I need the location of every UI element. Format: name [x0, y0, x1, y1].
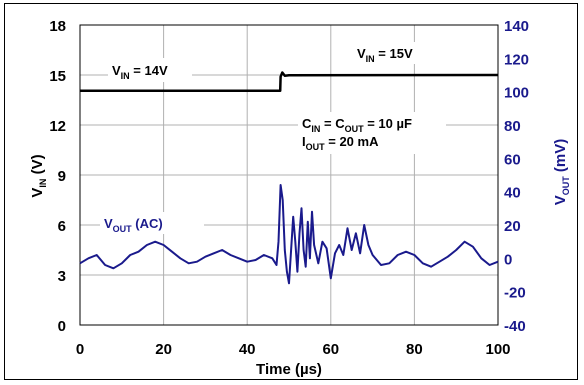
y-left-title-sub: IN [38, 179, 48, 188]
x-tick-label: 20 [155, 341, 172, 358]
y-right-tick-label: 80 [504, 118, 521, 135]
x-tick-label: 0 [76, 341, 84, 358]
x-tick-label: 100 [485, 341, 510, 358]
y-left-tick-label: 3 [58, 268, 66, 285]
x-tick-label: 40 [239, 341, 256, 358]
tick-labels: 0 20 40 60 80 100 0 3 6 9 12 15 18 -40 -20 0 20 40 60 80 100… [49, 18, 529, 358]
y-left-tick-label: 12 [49, 118, 66, 135]
y-left-tick-label: 0 [58, 318, 66, 335]
series-group [79, 71, 499, 285]
vin-series-line [80, 71, 499, 93]
params-bg [298, 112, 446, 154]
y-right-tick-label: 20 [504, 218, 521, 235]
vin-after-bg [353, 42, 433, 64]
vin-after-label: VIN = 15V [357, 46, 413, 64]
vin-before-bg [108, 58, 192, 82]
y-right-tick-label: -40 [504, 318, 526, 335]
vout-label-bg [100, 212, 204, 234]
capacitance-label: CIN = COUT = 10 µF [302, 116, 412, 134]
annotations: VIN = 14V VIN = 15V CIN = COUT = 10 µF I… [100, 42, 446, 234]
y-left-tick-label: 6 [58, 218, 66, 235]
x-tick-label: 80 [406, 341, 423, 358]
y-right-title-rest: (mV) [552, 139, 569, 177]
y-left-tick-label: 15 [49, 68, 66, 85]
y-right-tick-label: 140 [504, 18, 529, 35]
y-right-title-main: V [552, 195, 569, 205]
y-right-tick-label: 100 [504, 85, 529, 102]
y-right-title-sub: OUT [561, 176, 571, 196]
x-axis-title: Time (µs) [256, 361, 322, 378]
y-left-title-rest: (V) [29, 154, 46, 178]
y-right-tick-label: 40 [504, 185, 521, 202]
vout-ac-label: VOUT (AC) [104, 216, 163, 234]
y-right-axis-title: VOUT (mV) [552, 139, 571, 206]
y-left-tick-label: 18 [49, 18, 66, 35]
chart-frame [4, 3, 578, 380]
iout-label: IOUT = 20 mA [302, 134, 379, 152]
y-right-tick-label: 60 [504, 151, 521, 168]
y-left-axis-title: VIN (V) [29, 154, 48, 197]
y-left-title-main: V [29, 188, 46, 198]
plot-border [79, 24, 499, 326]
y-right-tick-label: -20 [504, 285, 526, 302]
y-left-tick-label: 9 [58, 168, 66, 185]
y-right-tick-label: 0 [504, 251, 512, 268]
vout-series-line [79, 184, 499, 285]
y-right-tick-label: 120 [504, 51, 529, 68]
vin-before-label: VIN = 14V [112, 63, 168, 81]
x-tick-label: 60 [322, 341, 339, 358]
